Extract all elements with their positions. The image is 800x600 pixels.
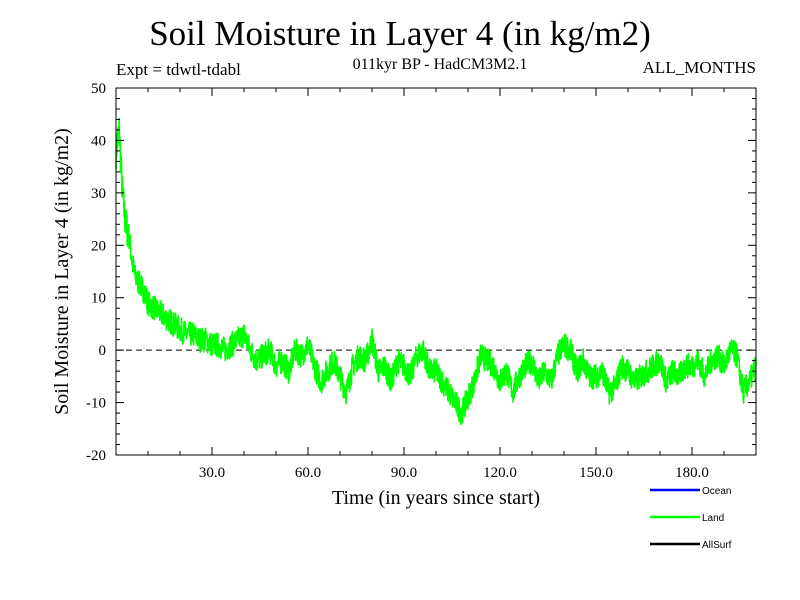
legend-label-allsurf: AllSurf (702, 540, 732, 551)
series-layer (115, 117, 757, 426)
legend-label-ocean: Ocean (702, 486, 731, 497)
chart-subtitle: 011kyr BP - HadCM3M2.1 (352, 56, 528, 73)
x-tick-label: 150.0 (579, 465, 613, 481)
land-series-line (115, 117, 757, 426)
y-tick-label: -20 (86, 448, 106, 464)
x-tick-label: 60.0 (295, 465, 321, 481)
legend: Ocean Land AllSurf (650, 486, 732, 551)
y-tick-label: -10 (86, 396, 106, 412)
y-tick-label: 0 (99, 343, 107, 359)
plot-frame (115, 87, 757, 456)
x-tick-label: 120.0 (483, 465, 517, 481)
y-tick-label: 40 (91, 133, 106, 149)
period-label: ALL_MONTHS (642, 58, 756, 77)
axis-tick-labels: 30.0 60.0 90.0 120.0 150.0 180.0 -20 -10 0 10 20 30… (86, 81, 709, 481)
x-tick-label: 30.0 (199, 465, 225, 481)
chart-title: Soil Moisture in Layer 4 (in kg/m2) (149, 14, 651, 53)
experiment-label: Expt = tdwtl-tdabl (116, 60, 241, 79)
y-axis-title: Soil Moisture in Layer 4 (in kg/m2) (51, 128, 73, 415)
y-tick-label: 30 (91, 186, 106, 202)
legend-label-land: Land (702, 513, 724, 524)
x-tick-label: 180.0 (675, 465, 709, 481)
axis-ticks (115, 87, 757, 456)
x-axis-title: Time (in years since start) (332, 487, 540, 509)
y-tick-label: 10 (91, 291, 106, 307)
y-tick-label: 50 (91, 81, 106, 97)
y-tick-label: 20 (91, 238, 106, 254)
x-tick-label: 90.0 (391, 465, 417, 481)
